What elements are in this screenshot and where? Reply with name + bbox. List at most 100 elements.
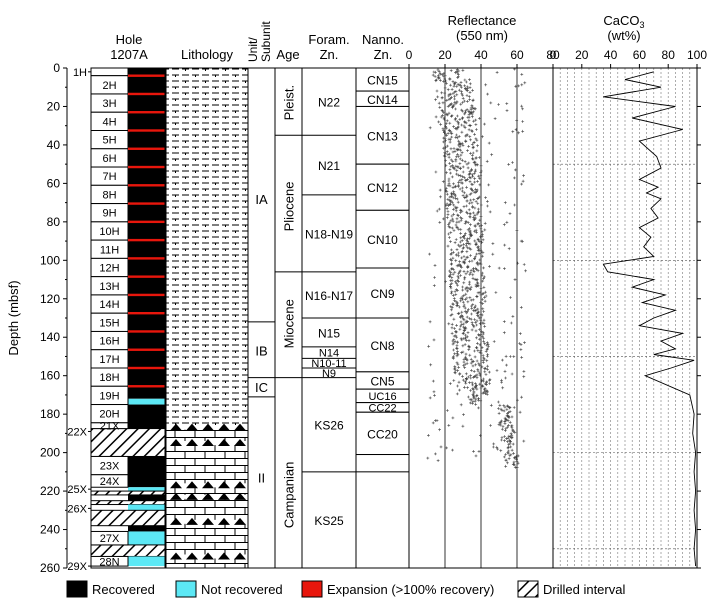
expansion-mark [128, 257, 165, 260]
reflectance-tick-label: 20 [438, 48, 452, 62]
chert-nodule [202, 492, 214, 500]
legend-swatch-not-recovered [175, 580, 197, 598]
depth-tick-label: 260 [40, 561, 60, 575]
core-label: 7H [102, 171, 116, 183]
hole-column: 2H 3H 4H 5H 6H 7H 8H 9H 10H 11H 12H 13H 14H 15H 16H 17H… [67, 67, 166, 573]
reflectance-header-line1: Reflectance [448, 13, 517, 28]
core-label: 11H [100, 244, 119, 256]
foram-zone-label: N14 [319, 348, 339, 360]
chert-nodule [202, 517, 214, 525]
nanno-zone-label: CN12 [367, 181, 398, 195]
chert-nodule [186, 517, 198, 525]
expansion-mark [128, 202, 165, 205]
chert-nodule [202, 423, 214, 431]
depth-tick-label: 200 [40, 446, 60, 460]
expansion-mark [128, 330, 165, 333]
legend-label: Drilled interval [543, 582, 625, 597]
nanno-zone-label: CC20 [367, 427, 398, 441]
chert-nodule [186, 481, 198, 489]
core-label-box [90, 67, 129, 77]
chert-nodule [218, 517, 230, 525]
chert-nodule [218, 423, 230, 431]
chert-nodule [202, 481, 214, 489]
hole-header-line1: Hole [116, 32, 143, 47]
core-label: 14H [99, 299, 119, 311]
chert-nodule [234, 552, 246, 560]
chert-nodule [234, 423, 246, 431]
core-label: 8H [102, 189, 116, 201]
caco3-tick-label: 60 [633, 48, 647, 62]
expansion-mark [128, 220, 165, 224]
core-segment-not-recovered [128, 487, 165, 492]
core-label: 13H [99, 281, 119, 293]
expansion-mark [128, 238, 165, 242]
unit-frame [247, 67, 276, 569]
nanno-zone-label: CN8 [370, 339, 394, 353]
legend-label: Recovered [92, 582, 155, 597]
nanno-zone-box [355, 454, 410, 473]
foram-zone-label: N21 [318, 159, 340, 173]
expansion-mark [128, 129, 165, 132]
chert-nodule [186, 552, 198, 560]
depth-tick-label: 0 [53, 61, 60, 75]
chert-nodule [170, 492, 182, 500]
reflectance-header-line2: (550 nm) [456, 28, 508, 43]
core-segment-recovered [128, 68, 165, 399]
caco3-frame [552, 67, 698, 569]
chert-nodule [218, 439, 230, 446]
foram-zone-label: N16-N17 [305, 289, 353, 303]
legend: Recovered Not recovered Expansion (>100% r… [66, 580, 625, 598]
chert-nodule [170, 517, 182, 525]
expansion-mark [128, 184, 165, 187]
foram-zone-label: KS25 [314, 514, 344, 528]
foram-zone-label: N15 [318, 326, 340, 340]
expansion-mark [128, 92, 165, 96]
core-label: 12H [99, 263, 119, 275]
caco3-tick-label: 80 [662, 48, 676, 62]
expansion-mark [128, 293, 165, 297]
age-header: Age [276, 47, 299, 62]
core-label: 19H [99, 390, 119, 402]
core-label: 15H [99, 317, 119, 329]
core-segment-recovered [128, 494, 165, 501]
legend-label: Expansion (>100% recovery) [327, 582, 494, 597]
core-segment-recovered [128, 404, 165, 429]
foram-zone-label: N9 [322, 368, 336, 380]
core-label: 5H [102, 135, 116, 147]
chert-nodule [186, 492, 198, 500]
depth-tick-label: 240 [40, 523, 60, 537]
nanno-zone-label: CN13 [367, 129, 398, 143]
expansion-mark [128, 165, 165, 169]
expansion-mark [128, 385, 165, 388]
lithology-column [165, 67, 249, 569]
chert-nodule [218, 552, 230, 560]
reflectance-tick-label: 40 [474, 48, 488, 62]
caco3-curve [602, 71, 697, 567]
column-headers: Hole 1207A Lithology Unit/ Subunit Age F… [110, 13, 644, 62]
age-column: Pleist. Pliocene Miocene Campanian [274, 67, 303, 569]
core-label: 17H [99, 354, 119, 366]
chert-nodule [234, 439, 246, 446]
lithology-header: Lithology [181, 47, 234, 62]
core-label-outside: 29X [67, 561, 87, 573]
chert-nodule [202, 439, 214, 446]
expansion-mark [128, 111, 165, 114]
chert-nodule [218, 481, 230, 489]
age-label: Pleist. [282, 85, 297, 120]
caco3-header-line1: CaCO3 [603, 13, 644, 30]
core-label-outside: 25X [67, 484, 87, 496]
caco3-tick-label: 20 [575, 48, 589, 62]
reflectance-tick-label: 60 [510, 48, 524, 62]
nanno-zone-label: CN9 [370, 287, 394, 301]
legend-swatch-drilled [517, 580, 539, 598]
core-label-outside: 22X [67, 426, 87, 438]
caco3-tick-label: 0 [550, 48, 557, 62]
nanno-zone-label: UC16 [368, 391, 396, 403]
expansion-mark [128, 348, 165, 351]
age-label: Pliocene [282, 182, 297, 232]
expansion-mark [128, 74, 165, 77]
foram-zone-label: N10-11 [311, 358, 346, 370]
caco3-header-subscript: 3 [640, 20, 645, 30]
unit-label: IC [255, 380, 268, 395]
hole-header-line2: 1207A [110, 47, 148, 62]
